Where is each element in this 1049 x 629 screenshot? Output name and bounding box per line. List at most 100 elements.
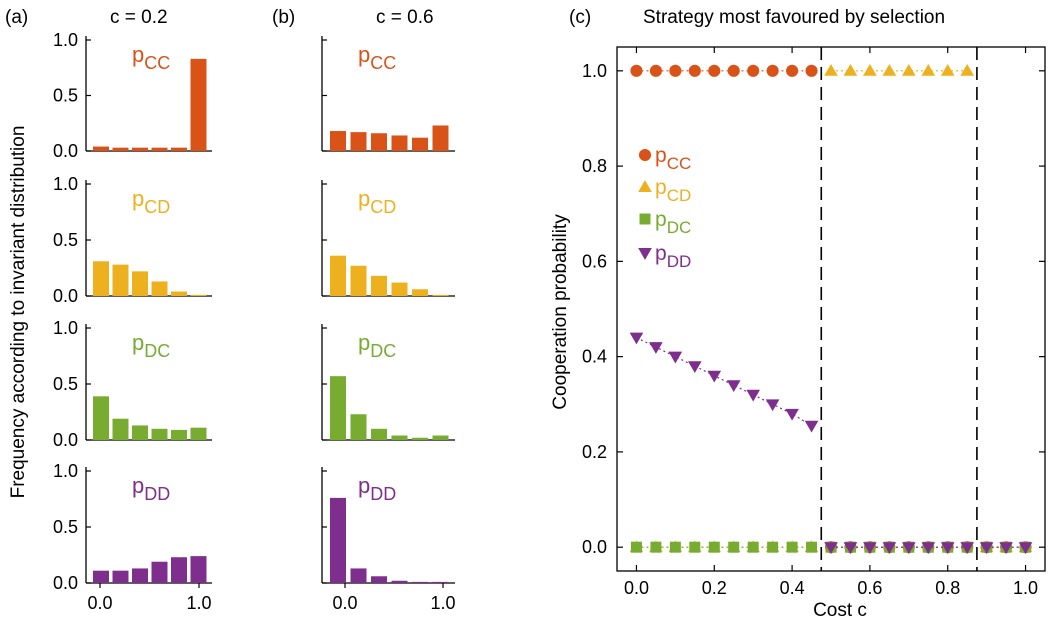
legend-label: pCC <box>655 144 691 173</box>
y-tick-label: 0.6 <box>582 251 607 271</box>
histogram-bar <box>132 425 148 440</box>
histogram-bar <box>93 396 109 440</box>
histogram-b-dd: pDD <box>321 467 455 584</box>
data-point <box>843 542 858 555</box>
x-tick-label: 1.0 <box>1013 578 1038 598</box>
series-label: pCD <box>358 186 396 217</box>
data-point <box>728 541 740 553</box>
data-point <box>687 361 702 373</box>
series-label: pDD <box>132 473 170 504</box>
histogram-bar <box>151 428 168 440</box>
x-tick-label: 0.2 <box>702 578 727 598</box>
series-label: pDD <box>358 473 396 504</box>
x-tick-label: 0.0 <box>87 593 112 613</box>
histogram-bar <box>132 271 148 296</box>
legend-marker <box>638 248 652 260</box>
data-point <box>960 542 975 555</box>
data-point <box>863 63 877 76</box>
data-point <box>746 389 761 402</box>
data-point <box>766 64 779 77</box>
histogram-bar <box>371 428 387 440</box>
y-tick-label: 0.0 <box>53 430 78 450</box>
panel-b-histograms: pCC pCD pDC pDD 0.0 1.0 <box>321 36 456 613</box>
data-point <box>940 542 955 555</box>
histogram-bar <box>432 294 449 296</box>
histogram-a-dc: 0.0 0.5 1.0 pDC <box>53 318 212 450</box>
panel-c-title: Strategy most favoured by selection <box>643 7 945 28</box>
histogram-bar <box>330 497 346 583</box>
panel-b-tag: (b) <box>272 7 295 28</box>
data-point <box>708 541 720 553</box>
histogram-bar <box>350 568 367 583</box>
data-point <box>649 342 663 354</box>
histogram-bar <box>330 376 346 440</box>
series-connector <box>636 337 812 427</box>
data-point <box>921 63 936 76</box>
y-tick-label: 1.0 <box>53 318 78 338</box>
y-tick-label: 0.5 <box>53 517 78 537</box>
data-point <box>960 63 975 76</box>
data-point <box>786 64 799 77</box>
histogram-bar <box>171 291 187 296</box>
y-tick-label: 0.0 <box>582 537 607 557</box>
histogram-bar <box>151 147 168 151</box>
data-point <box>689 541 701 553</box>
series-label: pDC <box>132 330 170 361</box>
data-point <box>650 541 662 553</box>
y-tick-label: 0.2 <box>582 442 607 462</box>
data-point <box>669 541 681 553</box>
y-tick-label: 1.0 <box>582 61 607 81</box>
x-tick-label: 1.0 <box>430 593 455 613</box>
data-point <box>727 64 740 77</box>
data-point <box>747 64 760 77</box>
y-tick-label: 0.0 <box>53 573 78 593</box>
data-point <box>669 64 682 77</box>
data-point <box>882 63 897 76</box>
panel-c-y-axis-label: Cooperation probability <box>550 214 571 410</box>
data-point <box>708 64 721 77</box>
x-tick-label: 0.0 <box>624 578 649 598</box>
y-tick-label: 0.0 <box>53 141 78 161</box>
histogram-bar <box>412 289 428 296</box>
histogram-b-cd: pCD <box>321 180 455 297</box>
y-tick-label: 1.0 <box>53 461 78 481</box>
histogram-bar <box>412 581 428 583</box>
data-point <box>921 542 936 555</box>
x-tick-label: 1.0 <box>186 593 211 613</box>
histogram-a-dd: 0.0 0.5 1.0 pDD <box>53 461 212 593</box>
x-tick-label: 0.0 <box>332 593 357 613</box>
histogram-b-dc: pDC <box>321 324 455 441</box>
histogram-bar <box>93 261 109 296</box>
histogram-bar <box>371 133 387 151</box>
x-tick-label: 0.8 <box>935 578 960 598</box>
histogram-bar <box>391 435 408 440</box>
histogram-bar <box>350 265 367 296</box>
data-point <box>806 541 818 553</box>
x-tick-label: 0.6 <box>857 578 882 598</box>
legend-marker <box>639 213 651 225</box>
data-point <box>630 64 643 77</box>
histogram-bar <box>391 282 408 296</box>
histogram-bar <box>112 264 129 296</box>
histogram-bar <box>132 568 148 583</box>
legend-label: pDD <box>655 242 691 271</box>
histogram-bar <box>432 581 449 583</box>
histogram-bar <box>151 561 168 583</box>
plot-frame <box>616 46 1046 572</box>
histogram-bar <box>190 58 207 152</box>
y-tick-label: 0.5 <box>53 374 78 394</box>
series-label: pCC <box>132 42 170 73</box>
series-label: pCC <box>358 42 396 73</box>
panel-a-histograms: 0.00.51.0pCC0.00.51.0pCD0.00.51.0pDC0.00… <box>53 30 212 613</box>
y-tick-label: 1.0 <box>53 30 78 50</box>
y-tick-label: 0.0 <box>53 286 78 306</box>
data-point <box>765 399 780 412</box>
legend-marker <box>638 180 652 192</box>
data-point <box>649 64 662 77</box>
histogram-bar <box>151 281 168 296</box>
y-tick-label: 0.4 <box>582 347 607 367</box>
histogram-bar <box>371 576 387 583</box>
data-point <box>785 408 799 421</box>
legend: pCC pCD pDC pDD <box>638 144 691 271</box>
y-tick-label: 0.5 <box>53 230 78 250</box>
